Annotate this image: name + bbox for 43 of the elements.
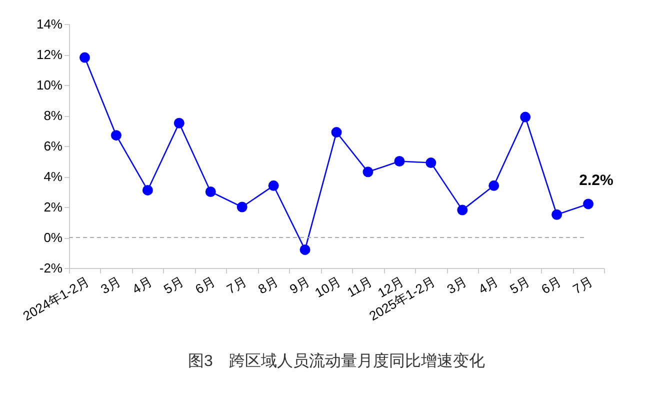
x-tick-label: 9月 [287, 274, 312, 297]
x-tick-label: 7月 [224, 274, 250, 297]
point [142, 184, 153, 196]
data-label: 2.2% [579, 172, 614, 189]
point [488, 180, 500, 191]
point [583, 198, 594, 210]
x-tick-label: 5月 [507, 274, 532, 297]
x-tick-label: 4月 [476, 274, 501, 297]
point [362, 166, 374, 178]
point [426, 158, 436, 168]
y-tick-label: 0% [44, 230, 63, 245]
point [300, 244, 310, 255]
y-tick-label: 12% [36, 47, 63, 62]
x-tick-label: 7月 [570, 274, 596, 297]
point [205, 186, 216, 197]
x-tick-label: 3月 [444, 274, 470, 297]
y-tick-label: 4% [44, 169, 63, 184]
x-tick-label: 5月 [161, 274, 186, 297]
point [457, 204, 468, 216]
y-tick-label: 14% [36, 16, 63, 32]
point [394, 156, 405, 166]
y-tick-label: -2% [39, 260, 63, 276]
x-tick-label: 2024年1-2月 [20, 274, 92, 324]
x-tick-label: 10月 [312, 274, 344, 300]
point [79, 52, 90, 63]
x-tick-label: 6月 [538, 274, 564, 297]
y-tick-label: 2% [44, 200, 63, 214]
point [268, 180, 279, 191]
x-tick-label: 8月 [256, 274, 281, 297]
point [520, 112, 531, 122]
point [331, 127, 342, 138]
y-tick-label: 8% [44, 108, 63, 123]
y-tick-label: 10% [36, 78, 63, 92]
x-tick-label: 3月 [98, 274, 124, 297]
point [110, 130, 122, 141]
x-tick-label: 11月 [344, 274, 375, 300]
point [174, 118, 184, 128]
x-tick-label: 6月 [192, 274, 218, 297]
y-tick-label: 6% [44, 138, 63, 154]
point [236, 202, 248, 212]
x-tick-label: 4月 [130, 274, 155, 297]
point [552, 209, 562, 220]
text: 图3 跨区域人员流动量月度同比增速变化 [188, 352, 485, 370]
